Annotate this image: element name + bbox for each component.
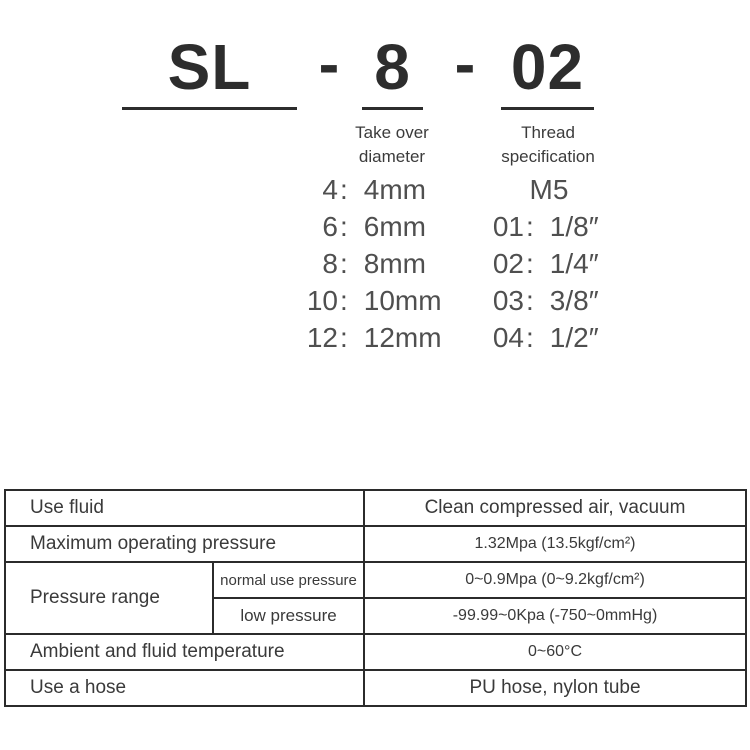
thread-option: 01:1/8″ [484,208,614,245]
model-series-code: SL [122,30,297,110]
thread-option: 02:1/4″ [484,245,614,282]
option-code: 6 [322,210,338,242]
option-colon: : [340,284,348,316]
thread-option: 03:3/8″ [484,282,614,319]
model-thread-code: 02 [501,30,594,110]
spec-table: Use fluid Clean compressed air, vacuum M… [3,489,747,707]
model-diameter-code: 8 [362,30,423,110]
option-code: 03 [492,284,524,316]
option-code: 12 [306,321,338,353]
row-sublabel: normal use pressure [211,561,366,599]
model-dash-separator: - [318,30,340,99]
diameter-option: 8:8mm [296,245,446,282]
option-value: 12mm [363,321,442,353]
option-value: 3/8″ [549,284,599,316]
option-code: 04 [492,321,524,353]
option-colon: : [526,247,534,279]
table-row-pressure-range-low: low pressure -99.99~0Kpa (-750~0mmHg) [5,597,747,635]
row-value: Clean compressed air, vacuum [363,489,747,527]
option-code: 10 [306,284,338,316]
option-code: 01 [492,210,524,242]
row-value: 0~0.9Mpa (0~9.2kgf/cm²) [363,561,747,599]
row-label: Use fluid [3,489,366,527]
table-row-pressure-range-normal: Pressure range normal use pressure 0~0.9… [4,561,747,635]
option-colon: : [340,210,348,242]
table-row-use-fluid: Use fluid Clean compressed air, vacuum [3,489,747,527]
table-row-max-pressure: Maximum operating pressure 1.32Mpa (13.5… [3,525,747,563]
row-value: -99.99~0Kpa (-750~0mmHg) [363,597,747,635]
row-label: Maximum operating pressure [3,525,366,563]
table-row-temperature: Ambient and fluid temperature 0~60°C [3,633,747,671]
option-value: 4mm [363,173,427,205]
option-value: 1/4″ [549,247,599,279]
diameter-option: 12:12mm [296,319,446,356]
row-label: Ambient and fluid temperature [3,633,366,671]
row-value: 1.32Mpa (13.5kgf/cm²) [363,525,747,563]
model-dash-separator: - [454,30,476,99]
option-value: 8mm [363,247,427,279]
row-value: 0~60°C [363,633,747,671]
option-value: 1/8″ [549,210,599,242]
option-code: 4 [322,173,338,205]
option-value: 10mm [363,284,442,316]
row-sublabel: low pressure [211,597,366,635]
diameter-code-label: Take over diameter [355,123,429,166]
diameter-options-list: 4:4mm 6:6mm 8:8mm 10:10mm 12:12mm [296,171,446,356]
option-code: 8 [322,247,338,279]
option-colon: : [340,247,348,279]
thread-option-m5: M5 [529,174,569,205]
thread-options-list: M5 01:1/8″ 02:1/4″ 03:3/8″ 04:1/2″ [484,171,614,356]
thread-option: 04:1/2″ [484,319,614,356]
row-value: PU hose, nylon tube [363,669,747,707]
thread-code-label: Thread specification [501,123,595,166]
option-colon: : [340,321,348,353]
row-label: Pressure range [4,561,214,635]
option-colon: : [526,210,534,242]
diameter-option: 10:10mm [296,282,446,319]
diameter-option: 6:6mm [296,208,446,245]
option-colon: : [340,173,348,205]
option-colon: : [526,284,534,316]
option-code: 02 [492,247,524,279]
option-value: 6mm [363,210,427,242]
row-label: Use a hose [3,669,366,707]
diameter-option: 4:4mm [296,171,446,208]
option-colon: : [526,321,534,353]
option-value: 1/2″ [549,321,599,353]
table-row-hose: Use a hose PU hose, nylon tube [3,669,747,707]
